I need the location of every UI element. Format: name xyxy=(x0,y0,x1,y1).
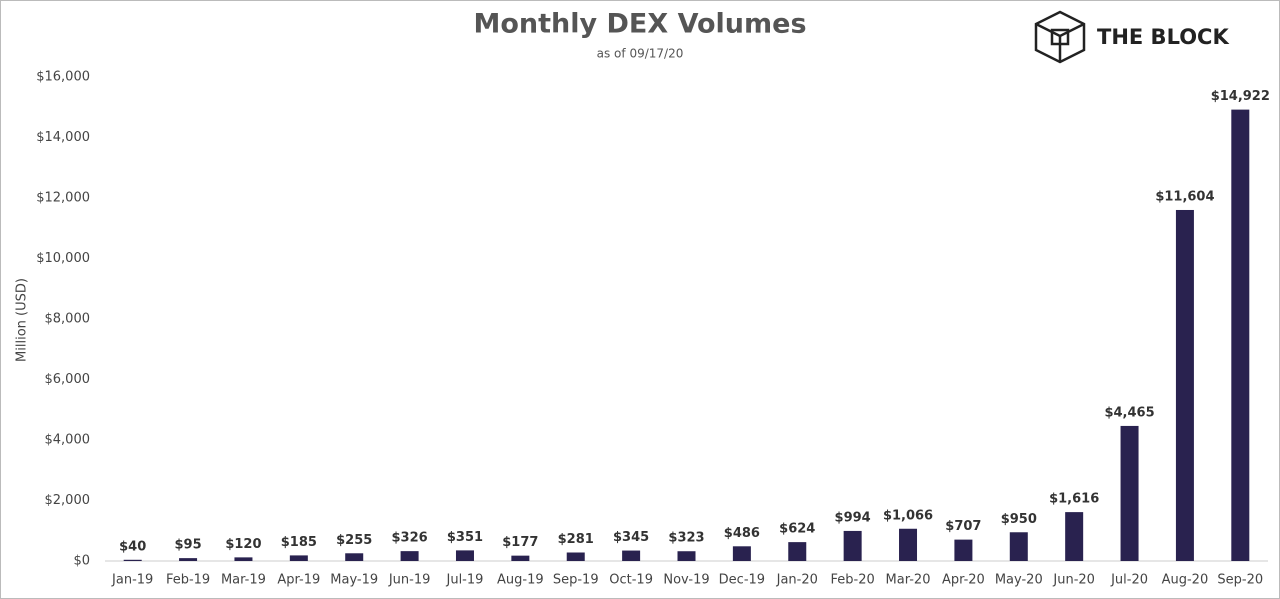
value-label: $11,604 xyxy=(1155,189,1214,204)
bar xyxy=(1175,209,1194,561)
x-tick-label: Mar-20 xyxy=(886,573,931,588)
value-label: $4,465 xyxy=(1104,405,1154,420)
x-tick-label: Feb-19 xyxy=(166,573,210,588)
logo-text: THE BLOCK xyxy=(1097,25,1229,49)
bar xyxy=(1231,109,1250,561)
value-label: $95 xyxy=(175,538,202,553)
x-tick-label: Aug-19 xyxy=(497,573,544,588)
x-tick-label: Sep-19 xyxy=(553,573,599,588)
value-label: $323 xyxy=(668,531,704,546)
value-label: $624 xyxy=(779,522,815,537)
x-tick-label: Feb-20 xyxy=(831,573,875,588)
y-tick-label: $8,000 xyxy=(45,312,91,327)
bar xyxy=(400,551,419,561)
value-label: $1,616 xyxy=(1049,492,1099,507)
value-label: $707 xyxy=(945,519,981,534)
value-label: $326 xyxy=(392,531,428,546)
bar xyxy=(289,555,308,561)
y-tick-label: $6,000 xyxy=(45,372,91,387)
x-tick-label: Dec-19 xyxy=(719,573,765,588)
bar xyxy=(899,528,918,561)
y-tick-label: $0 xyxy=(73,554,90,569)
bar xyxy=(843,530,862,561)
bar xyxy=(677,551,696,561)
bar xyxy=(954,539,973,561)
y-tick-label: $4,000 xyxy=(45,433,91,448)
value-label: $351 xyxy=(447,530,483,545)
bar xyxy=(732,546,751,561)
value-label: $120 xyxy=(225,537,261,552)
logo-icon xyxy=(1034,10,1086,64)
bar xyxy=(622,550,641,561)
x-tick-label: Apr-19 xyxy=(277,573,320,588)
x-tick-label: Sep-20 xyxy=(1217,573,1263,588)
y-tick-label: $12,000 xyxy=(36,191,90,206)
bar xyxy=(1120,425,1139,561)
bar xyxy=(123,559,142,561)
value-label: $14,922 xyxy=(1211,89,1270,104)
chart-title: Monthly DEX Volumes xyxy=(473,9,806,40)
x-tick-label: Apr-20 xyxy=(942,573,985,588)
value-label: $185 xyxy=(281,535,317,550)
bar xyxy=(511,555,530,561)
bar xyxy=(345,553,364,561)
x-tick-label: Mar-19 xyxy=(221,573,266,588)
bar xyxy=(566,552,585,561)
value-label: $950 xyxy=(1001,512,1037,527)
bar xyxy=(234,557,253,561)
value-label: $40 xyxy=(119,539,146,554)
chart-subtitle: as of 09/17/20 xyxy=(597,47,684,61)
value-label: $255 xyxy=(336,533,372,548)
value-label: $177 xyxy=(502,535,538,550)
x-tick-label: Jun-19 xyxy=(388,573,431,588)
x-tick-label: May-19 xyxy=(330,573,378,588)
y-tick-label: $14,000 xyxy=(36,130,90,145)
bar xyxy=(788,542,807,561)
bar xyxy=(179,558,198,561)
x-tick-label: Jul-19 xyxy=(446,573,484,588)
y-tick-label: $2,000 xyxy=(45,493,91,508)
value-label: $281 xyxy=(558,532,594,547)
x-tick-label: Jan-19 xyxy=(111,573,153,588)
value-label: $345 xyxy=(613,530,649,545)
y-tick-label: $16,000 xyxy=(36,70,90,85)
value-label: $486 xyxy=(724,526,760,541)
value-label: $1,066 xyxy=(883,508,933,523)
x-tick-label: May-20 xyxy=(995,573,1043,588)
bar xyxy=(1009,532,1028,561)
value-label: $994 xyxy=(835,510,871,525)
x-tick-label: Oct-19 xyxy=(609,573,653,588)
bar xyxy=(455,550,474,561)
y-tick-label: $10,000 xyxy=(36,251,90,266)
x-tick-label: Jan-20 xyxy=(776,573,818,588)
x-tick-label: Aug-20 xyxy=(1162,573,1209,588)
y-axis-label: Million (USD) xyxy=(15,278,30,362)
x-tick-label: Nov-19 xyxy=(663,573,709,588)
x-tick-label: Jun-20 xyxy=(1052,573,1095,588)
bar xyxy=(1065,512,1084,561)
x-tick-label: Jul-20 xyxy=(1110,573,1148,588)
